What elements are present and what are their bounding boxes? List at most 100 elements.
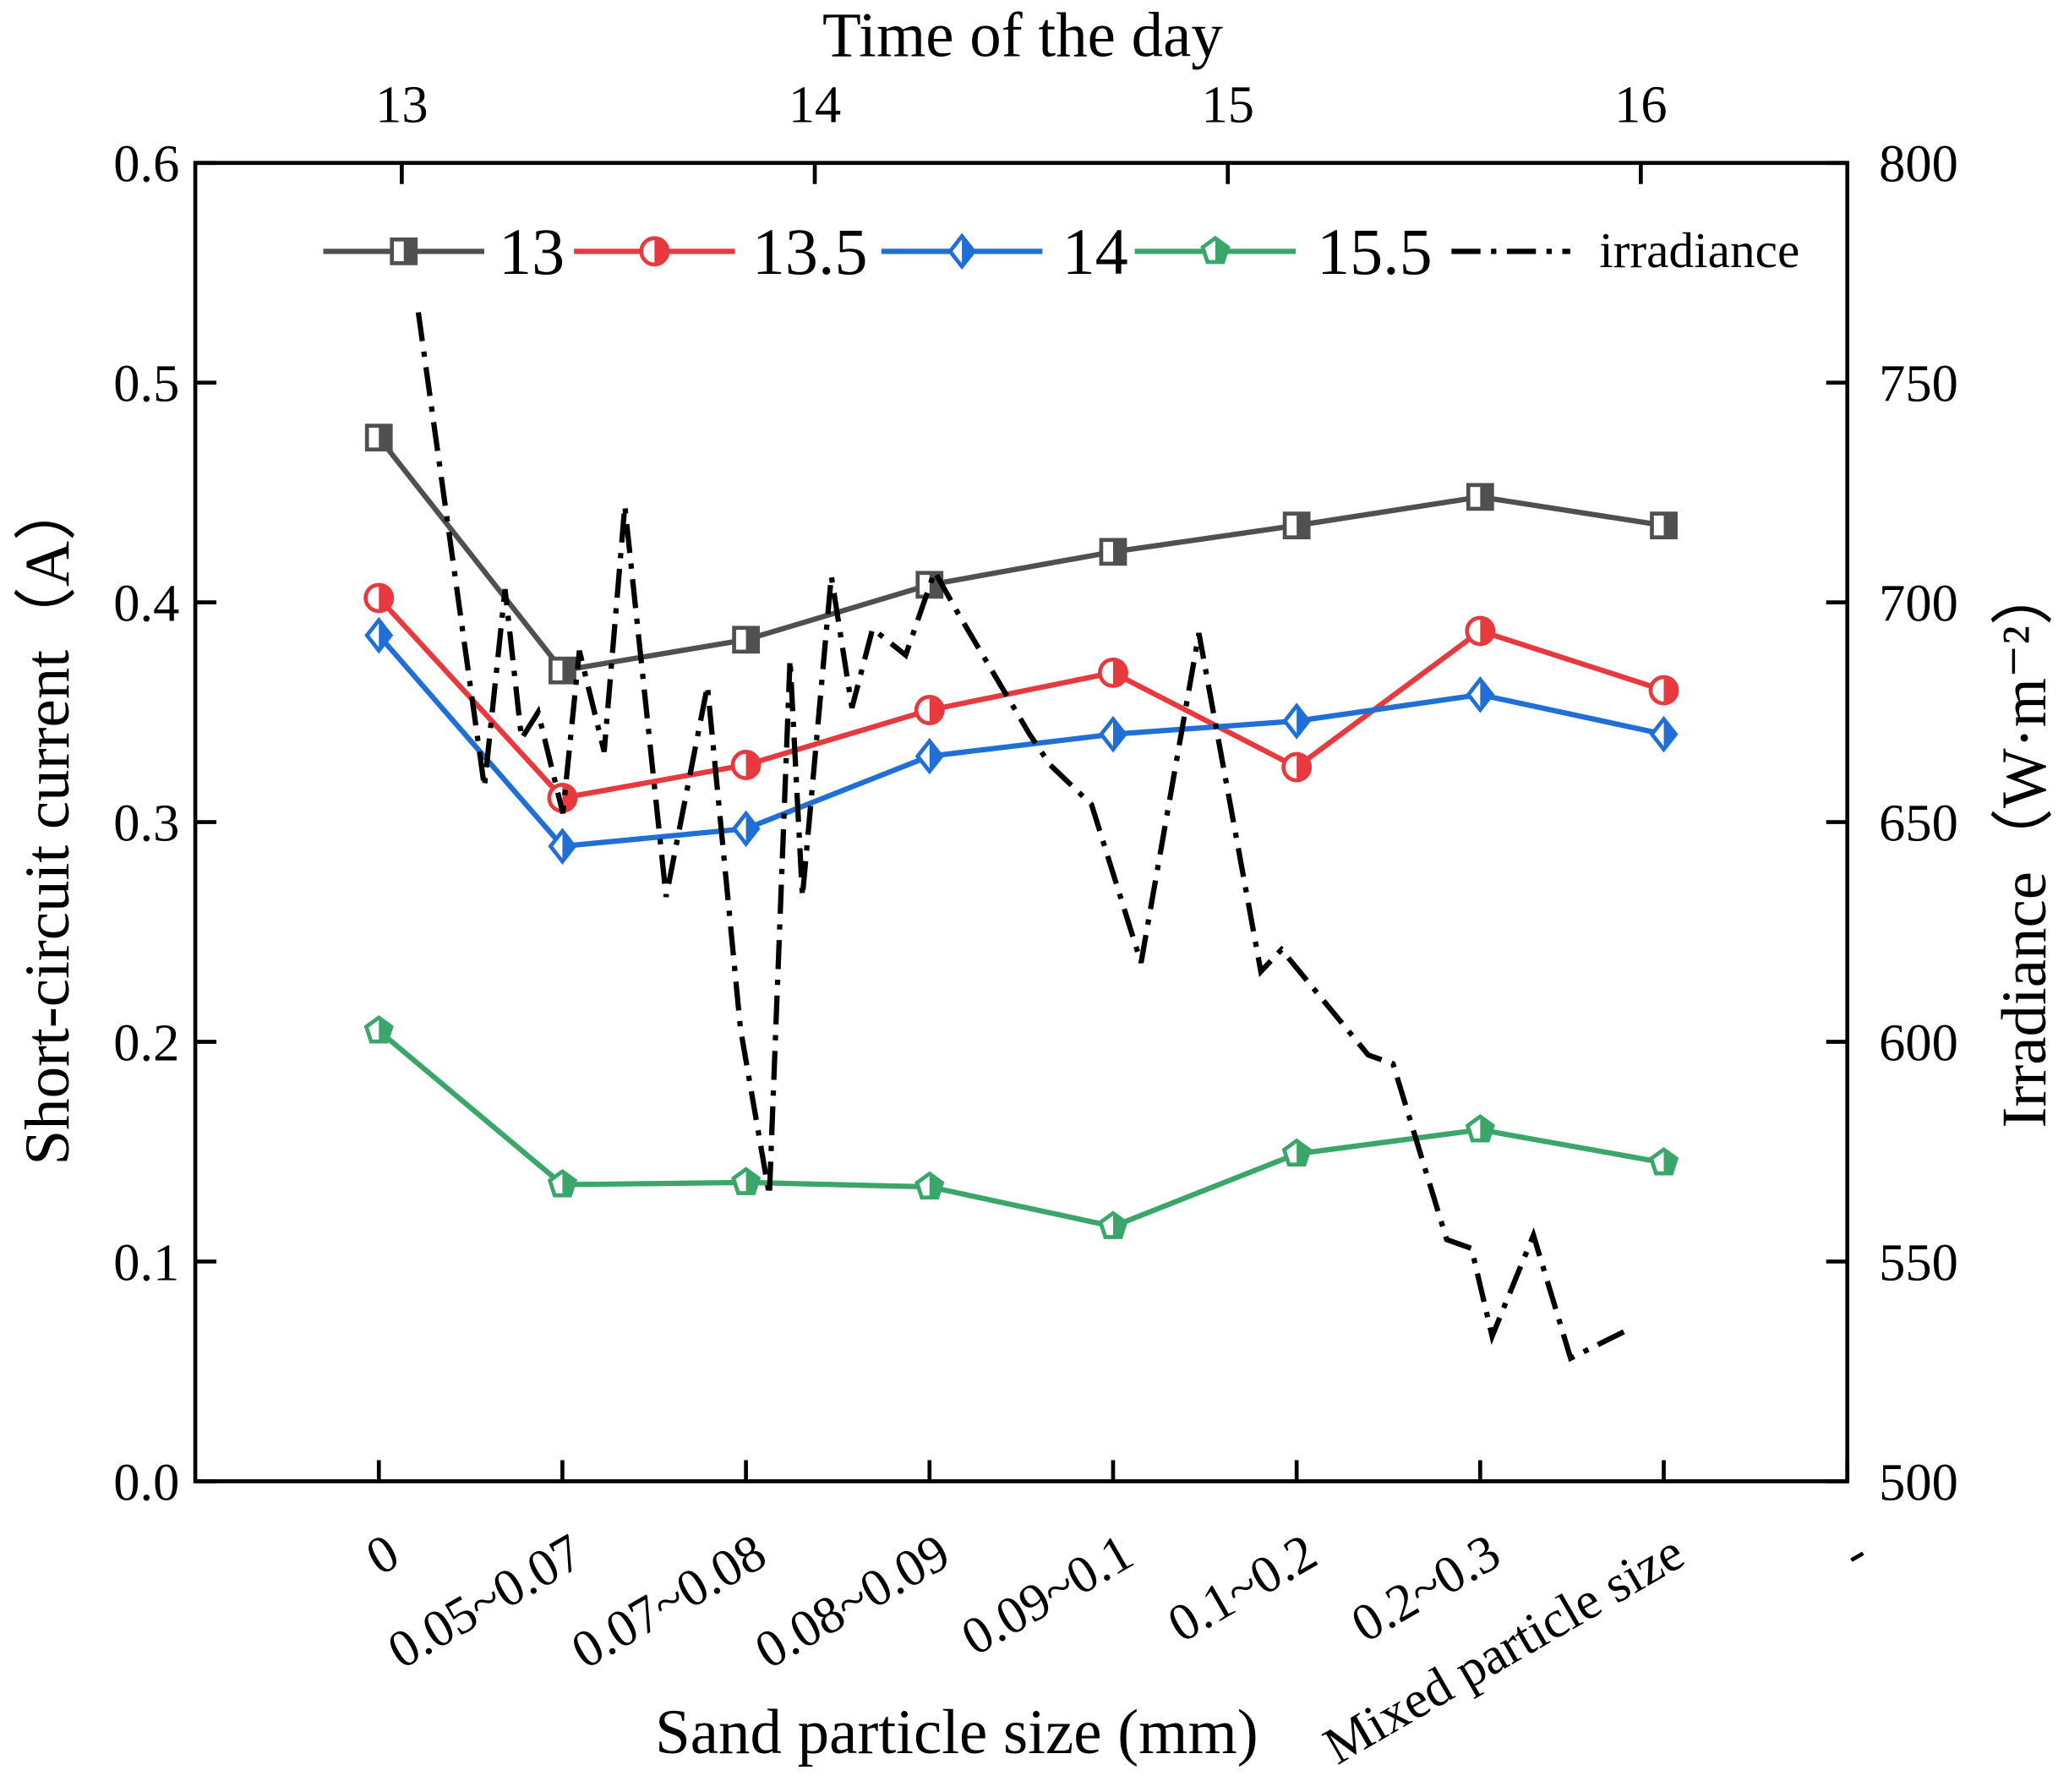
y-tick-label: 0.0 — [113, 1452, 179, 1511]
legend-label: 14 — [1062, 215, 1128, 288]
marker — [1098, 1210, 1128, 1239]
marker-half — [1480, 679, 1493, 710]
marker — [732, 626, 761, 654]
y2-tick-label: 500 — [1879, 1452, 1958, 1511]
series-line — [376, 633, 1665, 850]
marker — [547, 1168, 578, 1198]
marker — [1649, 715, 1679, 753]
marker — [1465, 1113, 1495, 1143]
series-line — [376, 596, 1665, 801]
y2-tick-label: 800 — [1879, 134, 1958, 194]
marker-half — [562, 831, 575, 862]
marker-half — [1112, 718, 1126, 750]
marker — [1282, 511, 1311, 540]
y-tick-label: 0.1 — [113, 1232, 179, 1292]
y2-tick-label: 600 — [1879, 1013, 1958, 1072]
legend-label: 15.5 — [1317, 215, 1433, 288]
y2-tick-label: 700 — [1879, 573, 1958, 632]
marker — [364, 616, 394, 654]
marker — [1648, 675, 1679, 706]
x-tick-label: 0.07~0.08 — [561, 1522, 776, 1680]
marker-half — [1663, 513, 1676, 538]
y-tick-label: 0.6 — [113, 134, 179, 194]
y2-tick-label: 650 — [1879, 793, 1958, 852]
marker-half — [745, 1169, 759, 1194]
y-axis-title: Short-circuit current（A） — [13, 478, 83, 1166]
marker — [363, 1015, 394, 1044]
marker — [731, 810, 761, 848]
x2-tick-label: 14 — [789, 74, 841, 134]
marker-half — [1297, 753, 1310, 781]
marker-half — [1663, 676, 1678, 704]
marker — [1282, 702, 1312, 740]
marker-half — [379, 620, 391, 651]
x-tick-label: 0.09~0.1 — [952, 1522, 1143, 1667]
marker-half — [562, 1171, 576, 1196]
x2-tick-label: 15 — [1202, 74, 1254, 134]
legend-label: 13 — [499, 215, 565, 288]
marker-half — [379, 1017, 392, 1042]
marker-half — [1297, 706, 1309, 736]
marker-half — [379, 584, 392, 612]
marker-half — [1297, 1140, 1310, 1165]
y2-tick-label: 550 — [1879, 1232, 1958, 1292]
marker — [549, 656, 576, 685]
marker-half — [745, 627, 758, 652]
series-line — [376, 435, 1665, 674]
y-tick-label: 0.3 — [113, 793, 179, 852]
marker-half — [929, 697, 943, 724]
marker — [947, 232, 977, 270]
marker — [914, 695, 945, 725]
marker — [1465, 615, 1496, 647]
legend-label: irradiance — [1599, 222, 1799, 278]
y-tick-label: 0.5 — [113, 354, 179, 413]
marker-half — [1112, 659, 1127, 686]
marker-half — [403, 239, 416, 264]
marker-half — [1480, 484, 1493, 509]
marker-half — [562, 658, 575, 683]
marker-half — [1215, 238, 1228, 262]
x-tick-label: - — [1832, 1522, 1877, 1582]
x-tick-label: 0.1~0.2 — [1158, 1522, 1326, 1654]
marker-half — [1297, 513, 1309, 538]
marker — [1648, 1146, 1679, 1176]
series-line — [377, 1029, 1665, 1230]
top-axis-title: Time of the day — [822, 0, 1223, 70]
marker — [363, 582, 395, 614]
x-tick-label: 0 — [356, 1522, 408, 1587]
marker — [730, 750, 762, 780]
marker-half — [379, 425, 391, 450]
marker-half — [745, 813, 758, 844]
marker — [1200, 235, 1231, 265]
marker-half — [1480, 1116, 1493, 1141]
x-tick-label: 0.05~0.07 — [378, 1522, 592, 1680]
marker — [914, 1171, 945, 1200]
y2-tick-label: 750 — [1879, 354, 1958, 413]
marker — [639, 236, 670, 267]
marker — [1099, 538, 1127, 566]
marker — [364, 423, 393, 452]
x2-tick-label: 16 — [1614, 74, 1667, 134]
marker — [1650, 511, 1678, 540]
marker — [1466, 676, 1495, 713]
marker-half — [745, 751, 760, 779]
marker-half — [929, 740, 942, 772]
irradiance-line — [415, 312, 1634, 1363]
y-tick-label: 0.2 — [113, 1013, 179, 1072]
marker-half — [1112, 1213, 1126, 1237]
marker — [390, 237, 418, 265]
legend-label: 13.5 — [752, 215, 868, 288]
marker — [1281, 1138, 1312, 1167]
marker-half — [962, 236, 974, 267]
marker — [1098, 715, 1128, 753]
marker-half — [929, 1173, 942, 1198]
marker-half — [1663, 718, 1676, 750]
x-tick-label: 0.08~0.09 — [745, 1522, 959, 1680]
marker — [1466, 483, 1494, 511]
marker — [731, 1166, 762, 1195]
x-axis-title: Sand particle size (mm) — [655, 1697, 1258, 1767]
plot-frame — [193, 161, 1850, 1483]
x2-tick-label: 13 — [375, 74, 428, 134]
marker-half — [1480, 617, 1493, 645]
